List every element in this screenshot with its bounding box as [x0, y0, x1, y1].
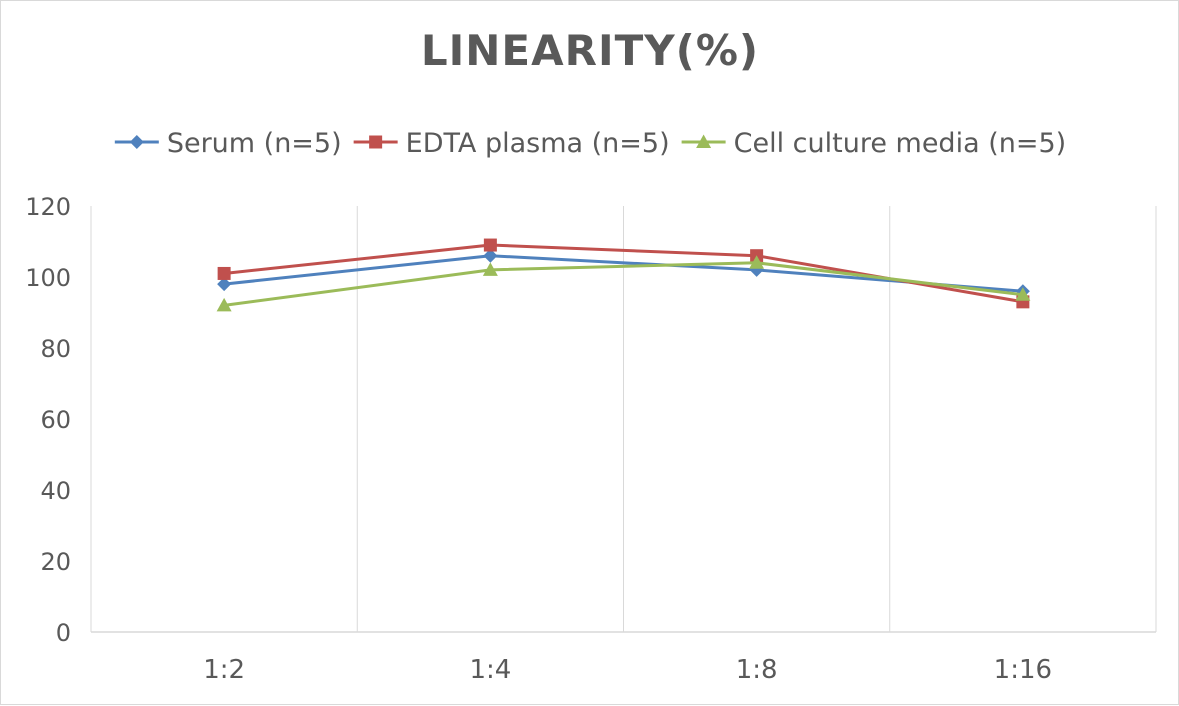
y-tick-label: 80	[40, 335, 71, 363]
chart-title: LINEARITY(%)	[421, 26, 759, 75]
y-tick-label: 40	[40, 477, 71, 505]
legend-item-3: Cell culture media (n=5)	[681, 128, 1067, 159]
y-tick-label: 20	[40, 548, 71, 576]
x-tick-label: 1:8	[736, 655, 778, 685]
x-axis: 1:2 1:4 1:8 1:16	[203, 655, 1052, 685]
legend-item-2: EDTA plasma (n=5)	[353, 128, 670, 159]
y-tick-label: 100	[25, 264, 71, 292]
y-tick-label: 60	[40, 406, 71, 434]
x-tick-label: 1:2	[203, 655, 245, 685]
legend-marker	[129, 135, 144, 149]
data-point	[483, 248, 498, 263]
data-point	[217, 266, 231, 280]
x-tick-label: 1:4	[469, 655, 511, 685]
x-tick-label: 1:16	[994, 655, 1052, 685]
legend-label: EDTA plasma (n=5)	[406, 128, 670, 159]
gridlines	[90, 206, 1157, 633]
y-tick-label: 120	[25, 193, 71, 221]
series-line	[223, 254, 1023, 293]
series-line	[223, 261, 1024, 307]
series-3	[216, 255, 1031, 312]
legend-label: Serum (n=5)	[167, 128, 342, 159]
legend-marker	[369, 135, 383, 149]
data-point	[216, 297, 232, 312]
data-point	[1015, 287, 1031, 301]
legend-marker	[696, 134, 712, 148]
data-point	[749, 255, 765, 269]
legend-item-1: Serum (n=5)	[114, 128, 342, 159]
legend-label: Cell culture media (n=5)	[734, 128, 1067, 159]
y-axis: 0 20 40 60 80 100 120	[25, 193, 71, 647]
data-point	[483, 238, 497, 252]
data-point	[482, 262, 498, 276]
data-point	[217, 277, 232, 292]
y-tick-label: 0	[56, 619, 71, 647]
legend: Serum (n=5) EDTA plasma (n=5) Cell culture…	[114, 128, 1067, 159]
series-layer	[216, 238, 1031, 312]
